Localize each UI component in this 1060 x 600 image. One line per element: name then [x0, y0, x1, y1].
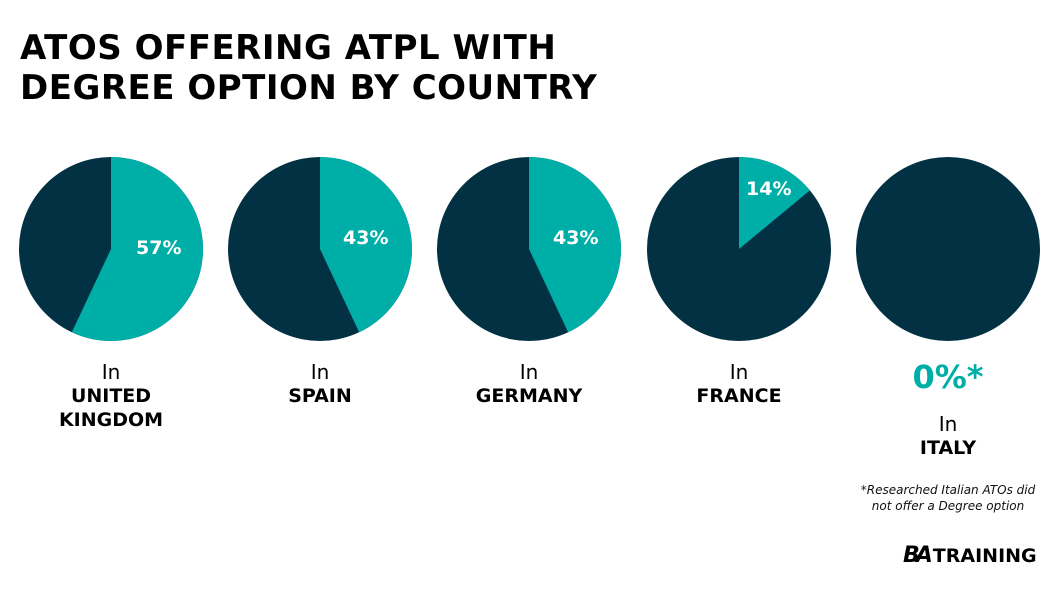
logo-wordmark: TRAINING	[932, 544, 1037, 567]
in-text: In	[938, 412, 958, 436]
pie-italy	[856, 157, 1040, 341]
footnote-line-2: not offer a Degree option	[871, 499, 1025, 513]
pie-germany	[437, 157, 621, 341]
pct-label-spain: 43%	[343, 227, 389, 249]
country-label-united-kingdom: In UNITED KINGDOM	[11, 360, 211, 432]
in-text: In	[519, 360, 539, 384]
chart-title: ATOS OFFERING ATPL WITH DEGREE OPTION BY…	[20, 28, 597, 108]
ba-training-logo: BA TRAINING	[903, 543, 1037, 568]
country-label-germany: In GERMANY	[429, 360, 629, 408]
footnote: *Researched Italian ATOs did not offer a…	[848, 482, 1048, 514]
country-label-italy: In ITALY	[848, 412, 1048, 460]
country-name: ITALY	[919, 437, 977, 459]
pie-united-kingdom	[19, 157, 203, 341]
pct-label-united-kingdom: 57%	[136, 237, 182, 259]
country-name-line-1: UNITED	[70, 385, 152, 407]
pie-slice-degree	[529, 157, 621, 333]
in-text: In	[101, 360, 121, 384]
pct-label-germany: 43%	[553, 227, 599, 249]
pie-slice-degree	[71, 157, 203, 341]
country-name: GERMANY	[475, 385, 583, 407]
pie-france	[647, 157, 831, 341]
pie-slice-degree	[739, 157, 810, 249]
pie-spain	[228, 157, 412, 341]
country-name-line-2: KINGDOM	[58, 409, 164, 431]
title-line-2: DEGREE OPTION BY COUNTRY	[20, 68, 598, 108]
logo-mark-icon: BA	[903, 543, 933, 568]
country-name: SPAIN	[288, 385, 352, 407]
country-name: FRANCE	[696, 385, 782, 407]
country-label-spain: In SPAIN	[220, 360, 420, 408]
country-label-france: In FRANCE	[639, 360, 839, 408]
title-line-1: ATOS OFFERING ATPL WITH	[20, 28, 557, 68]
footnote-line-1: *Researched Italian ATOs did	[860, 483, 1036, 497]
in-text: In	[729, 360, 749, 384]
in-text: In	[310, 360, 330, 384]
pie-slice-degree	[320, 157, 412, 333]
italy-value-label: 0%*	[912, 358, 984, 396]
pct-label-france: 14%	[746, 178, 792, 200]
